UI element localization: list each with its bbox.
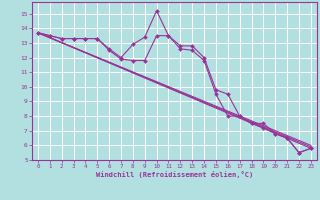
- X-axis label: Windchill (Refroidissement éolien,°C): Windchill (Refroidissement éolien,°C): [96, 171, 253, 178]
